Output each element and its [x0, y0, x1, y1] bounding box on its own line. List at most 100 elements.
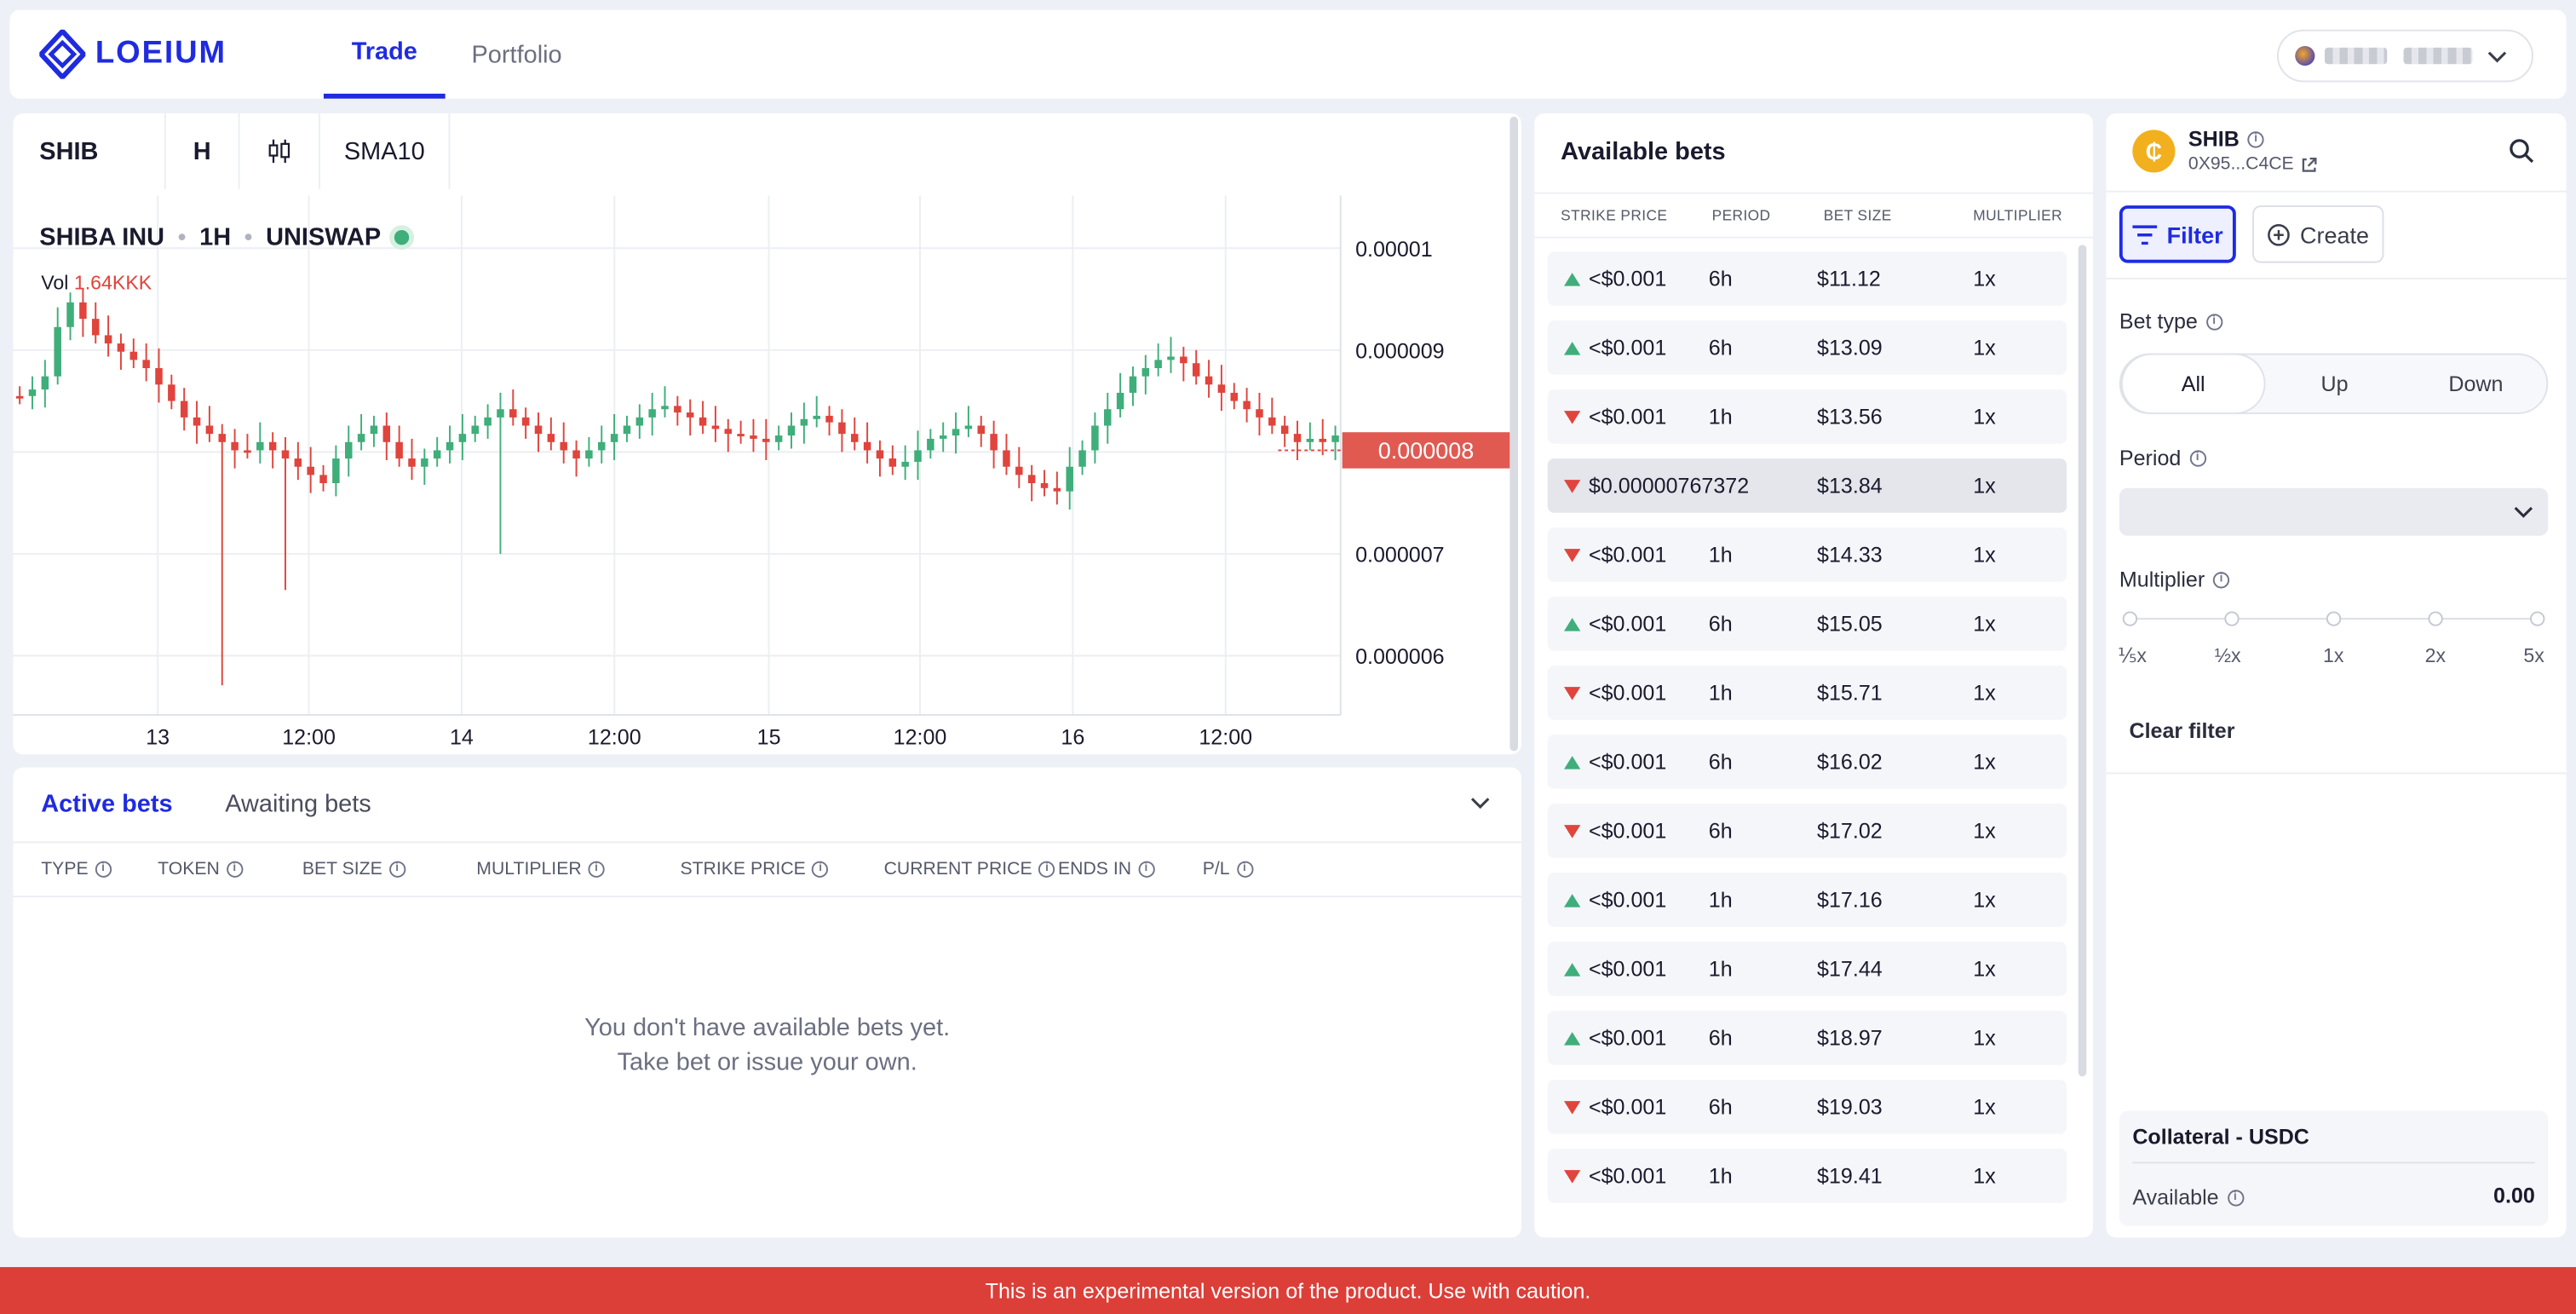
live-status-dot — [394, 230, 409, 245]
candle-body — [509, 409, 517, 418]
bet-size: $15.71 — [1817, 680, 1883, 705]
info-icon[interactable]: i — [2205, 313, 2222, 330]
multiplier-stop[interactable] — [2224, 611, 2240, 626]
bet-period: 6h — [1709, 749, 1733, 774]
bet-period: 1h — [1709, 680, 1733, 705]
tab-portfolio[interactable]: Portfolio — [471, 40, 562, 69]
bet-mult: 1x — [1973, 749, 1995, 774]
bet-size: $17.16 — [1817, 887, 1883, 912]
candle-body — [1167, 356, 1175, 360]
col-current-price-label: CURRENT PRICE — [883, 859, 1032, 879]
multiplier-stop[interactable] — [2326, 611, 2342, 626]
available-bet-row[interactable]: <$0.001 1h $19.41 1x — [1547, 1149, 2067, 1203]
bet-type-down[interactable]: Down — [2448, 371, 2504, 396]
period-select[interactable] — [2119, 487, 2549, 536]
info-icon[interactable]: i — [388, 861, 405, 878]
col-pl-label: P/L — [1202, 859, 1230, 879]
bet-period-text: 1h — [1708, 680, 1733, 706]
bet-strike: <$0.001 — [1564, 818, 1666, 843]
bet-mult: 1x — [1973, 404, 1995, 429]
info-icon[interactable]: i — [1236, 861, 1253, 878]
indicator-button[interactable]: SMA10 — [320, 113, 451, 189]
bet-type-all[interactable]: All — [2122, 354, 2264, 413]
multiplier-stop[interactable] — [2428, 611, 2443, 626]
available-bet-row[interactable]: <$0.001 1h $14.33 1x — [1547, 527, 2067, 582]
info-icon[interactable]: i — [812, 861, 829, 878]
col-strike-price: STRIKE PRICE i — [680, 860, 829, 879]
tab-trade[interactable]: Trade — [323, 10, 446, 99]
bet-period: 1h — [1709, 887, 1733, 912]
symbol-selector[interactable]: SHIB — [13, 113, 166, 189]
multiplier-stop[interactable] — [2122, 611, 2138, 626]
info-icon[interactable]: i — [2227, 1189, 2244, 1206]
info-icon[interactable]: i — [95, 861, 112, 878]
arrow-up-icon — [1564, 894, 1581, 908]
available-bets-scrollbar[interactable] — [2078, 245, 2087, 1077]
info-icon[interactable]: i — [2247, 130, 2264, 147]
interval-selector[interactable]: H — [166, 113, 240, 189]
available-bet-row[interactable]: <$0.001 6h $11.12 1x — [1547, 251, 2067, 306]
candle-body — [927, 438, 934, 451]
info-icon[interactable]: i — [1038, 861, 1055, 878]
y-tick-label: 0.000009 — [1355, 339, 1445, 363]
bet-period: 1h — [1709, 542, 1733, 567]
bet-strike: <$0.001 — [1564, 887, 1666, 912]
available-bet-row[interactable]: <$0.001 6h $13.09 1x — [1547, 320, 2067, 375]
filter-button[interactable]: Filter — [2119, 205, 2236, 263]
candle-body — [1141, 368, 1150, 377]
bet-size-text: $15.71 — [1817, 680, 1883, 706]
wallet-button[interactable] — [2277, 29, 2533, 83]
available-bet-row[interactable]: <$0.001 6h $19.03 1x — [1547, 1080, 2067, 1134]
available-label-text: Available — [2132, 1184, 2219, 1210]
logo[interactable]: LOEIUM — [39, 26, 227, 83]
info-icon[interactable]: i — [588, 861, 605, 878]
available-bet-row[interactable]: $0.00000767372 $13.84 1x — [1547, 458, 2067, 513]
available-bet-row[interactable]: <$0.001 6h $18.97 1x — [1547, 1011, 2067, 1065]
token-address-text: 0X95...C4CE — [2188, 154, 2294, 175]
candle-body — [1066, 466, 1073, 492]
token-address[interactable]: 0X95...C4CE — [2188, 154, 2319, 174]
bet-mult-text: 1x — [1973, 266, 1996, 291]
bet-size: $13.09 — [1817, 335, 1883, 360]
info-icon[interactable]: i — [226, 861, 243, 878]
candle-body — [1078, 450, 1086, 467]
bet-strike: <$0.001 — [1564, 266, 1666, 291]
bet-size-text: $17.16 — [1817, 887, 1883, 913]
create-button[interactable]: Create — [2252, 205, 2384, 263]
collapse-chevron-icon[interactable] — [1469, 791, 1492, 814]
available-bet-row[interactable]: <$0.001 1h $17.16 1x — [1547, 873, 2067, 927]
external-link-icon[interactable] — [2300, 155, 2318, 173]
candle-body — [863, 441, 871, 451]
last-price-label: 0.000008 — [1378, 438, 1475, 464]
tab-awaiting-bets[interactable]: Awaiting bets — [225, 790, 371, 819]
candle-body — [1192, 363, 1200, 377]
bet-mult-text: 1x — [1973, 887, 1996, 913]
bet-mult: 1x — [1973, 1094, 1995, 1119]
filter-button-label: Filter — [2166, 221, 2223, 248]
bet-size: $13.84 — [1817, 473, 1883, 498]
candle-body — [623, 425, 631, 435]
available-bet-row[interactable]: <$0.001 1h $13.56 1x — [1547, 389, 2067, 444]
available-bet-row[interactable]: <$0.001 1h $15.71 1x — [1547, 666, 2067, 720]
available-bet-row[interactable]: <$0.001 6h $17.02 1x — [1547, 804, 2067, 858]
chart-scrollbar[interactable] — [1509, 116, 1519, 752]
tab-active-bets[interactable]: Active bets — [41, 790, 173, 819]
available-bet-row[interactable]: <$0.001 6h $15.05 1x — [1547, 596, 2067, 651]
candle-body — [876, 450, 884, 459]
info-icon[interactable]: i — [2189, 449, 2206, 466]
info-icon[interactable]: i — [2212, 571, 2230, 588]
available-bet-row[interactable]: <$0.001 6h $16.02 1x — [1547, 735, 2067, 789]
clear-filter-button[interactable]: Clear filter — [2129, 718, 2235, 743]
wallet-address-blurred — [2324, 47, 2388, 65]
info-icon[interactable]: i — [1137, 861, 1155, 878]
available-bet-row[interactable]: <$0.001 1h $17.44 1x — [1547, 942, 2067, 996]
empty-state-line2: Take bet or issue your own. — [617, 1048, 917, 1077]
chart-type-button[interactable] — [240, 113, 321, 189]
bet-type-up[interactable]: Up — [2320, 371, 2349, 396]
multiplier-stop[interactable] — [2530, 611, 2545, 626]
bet-mult: 1x — [1973, 542, 1995, 567]
search-icon[interactable] — [2507, 136, 2537, 166]
bet-period-text: 1h — [1708, 542, 1733, 568]
candle-body — [433, 450, 441, 459]
candlestick-chart[interactable]: 0.00001 0.000009 0.000007 0.000006 13 12:00 14… — [13, 113, 1521, 754]
